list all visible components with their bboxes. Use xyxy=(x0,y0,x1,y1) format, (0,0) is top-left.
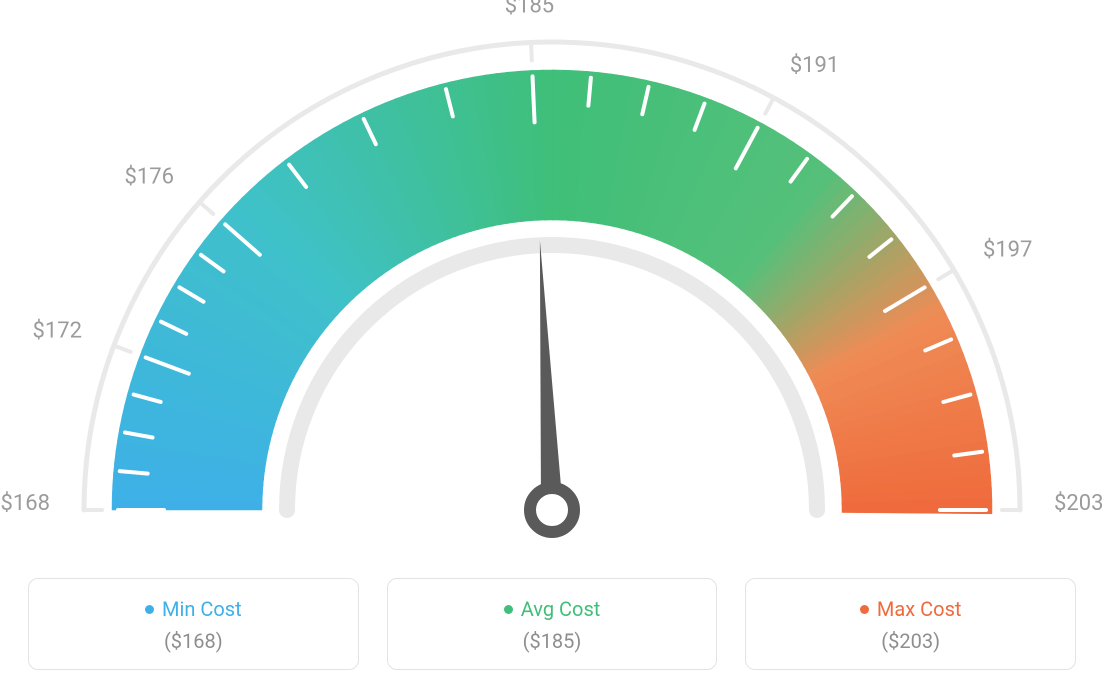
summary-cards: Min Cost ($168) Avg Cost ($185) Max Cost… xyxy=(28,578,1076,670)
tick-label: $172 xyxy=(33,319,82,344)
avg-dot-icon xyxy=(504,605,513,614)
tick-label: $168 xyxy=(1,491,50,516)
gauge-svg: $168 $172 $176 $185 $191 $197 $203 xyxy=(0,0,1104,560)
needle xyxy=(540,240,563,510)
avg-cost-title: Avg Cost xyxy=(504,597,601,621)
max-cost-card: Max Cost ($203) xyxy=(745,578,1076,670)
tick-label: $203 xyxy=(1054,491,1103,516)
avg-cost-value: ($185) xyxy=(388,629,717,653)
min-dot-icon xyxy=(145,605,154,614)
max-cost-value: ($203) xyxy=(746,629,1075,653)
min-cost-value: ($168) xyxy=(29,629,358,653)
avg-cost-label: Avg Cost xyxy=(521,597,601,621)
tick-label: $185 xyxy=(505,0,554,19)
gauge-chart: $168 $172 $176 $185 $191 $197 $203 xyxy=(0,0,1104,560)
tick-label: $197 xyxy=(983,238,1032,263)
min-cost-label: Min Cost xyxy=(162,597,242,621)
min-cost-title: Min Cost xyxy=(145,597,242,621)
needle-hub xyxy=(530,488,574,532)
max-dot-icon xyxy=(860,605,869,614)
max-cost-label: Max Cost xyxy=(877,597,962,621)
min-cost-card: Min Cost ($168) xyxy=(28,578,359,670)
max-cost-title: Max Cost xyxy=(860,597,962,621)
avg-cost-card: Avg Cost ($185) xyxy=(387,578,718,670)
tick-label: $191 xyxy=(790,53,839,78)
tick-label: $176 xyxy=(125,165,174,190)
